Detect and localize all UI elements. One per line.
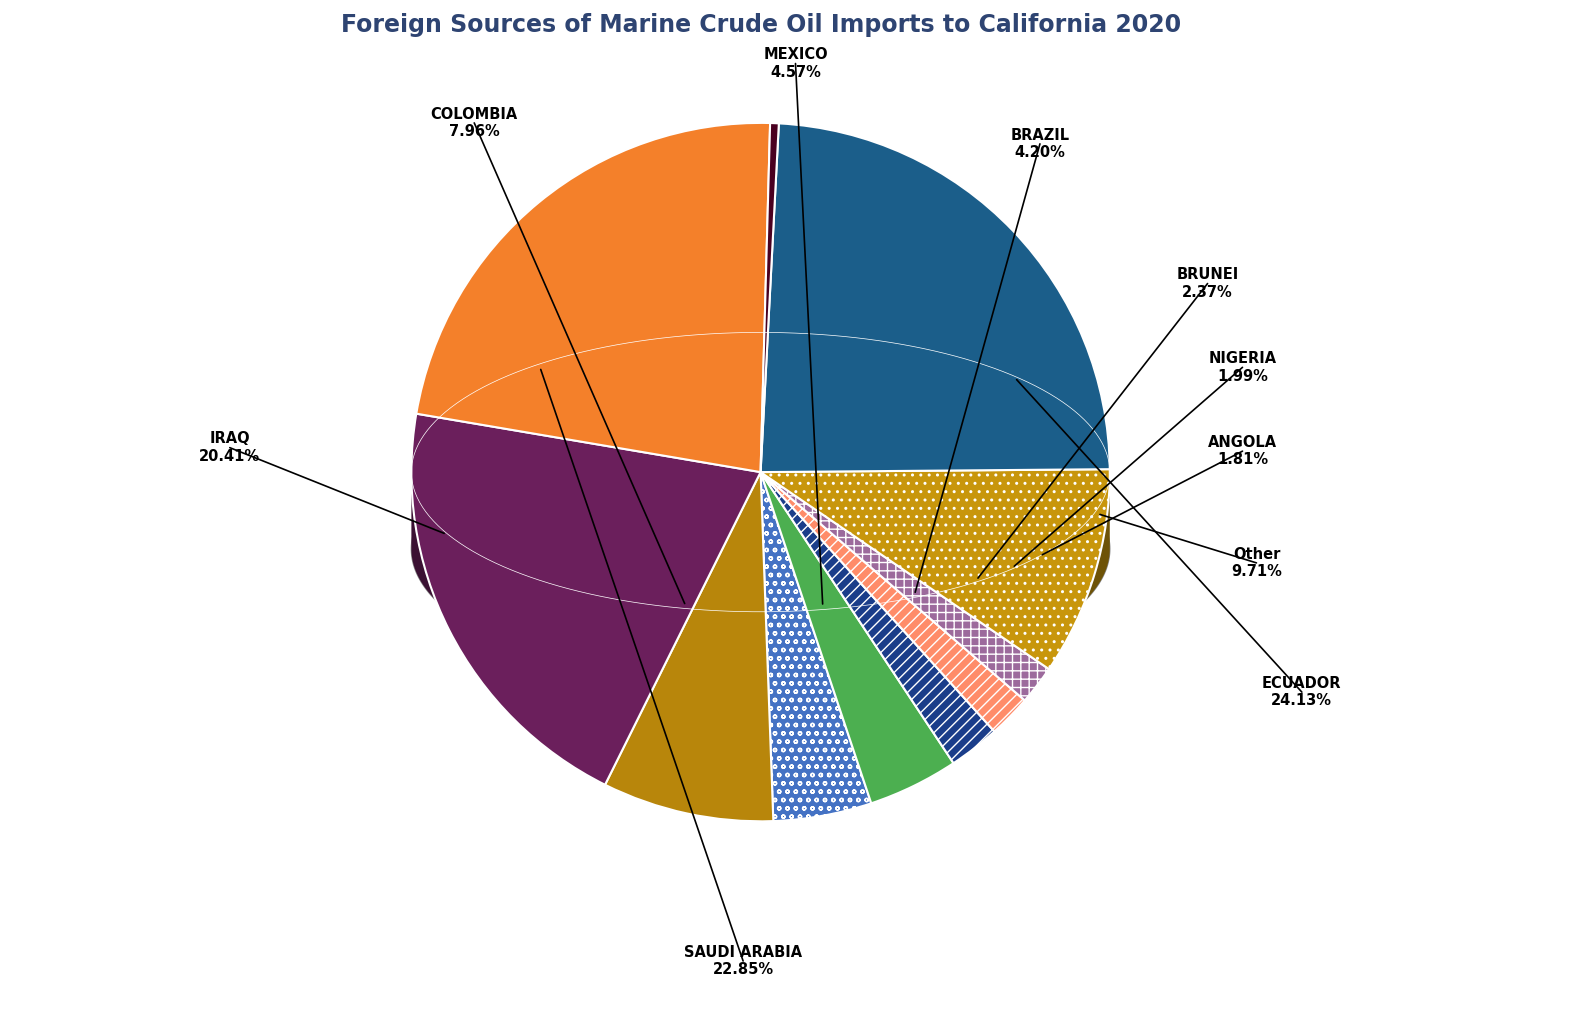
Polygon shape xyxy=(412,409,1111,688)
Polygon shape xyxy=(412,473,605,674)
Polygon shape xyxy=(760,472,953,666)
Wedge shape xyxy=(760,472,872,821)
Text: SAUDI ARABIA
22.85%: SAUDI ARABIA 22.85% xyxy=(684,945,802,977)
Text: ECUADOR
24.13%: ECUADOR 24.13% xyxy=(1262,676,1341,708)
Text: BRAZIL
4.20%: BRAZIL 4.20% xyxy=(1010,127,1069,160)
Wedge shape xyxy=(412,414,760,785)
Wedge shape xyxy=(605,472,773,822)
Polygon shape xyxy=(760,472,994,653)
Polygon shape xyxy=(760,472,1048,627)
Text: MEXICO
4.57%: MEXICO 4.57% xyxy=(764,48,827,80)
Polygon shape xyxy=(994,563,1025,653)
Polygon shape xyxy=(760,472,773,688)
Text: Other
9.71%: Other 9.71% xyxy=(1231,546,1282,580)
Polygon shape xyxy=(760,472,953,666)
Polygon shape xyxy=(760,472,1025,641)
Wedge shape xyxy=(760,472,1048,701)
Text: NIGERIA
1.99%: NIGERIA 1.99% xyxy=(1209,351,1276,384)
Polygon shape xyxy=(760,472,994,653)
Wedge shape xyxy=(760,472,1025,732)
Wedge shape xyxy=(760,472,994,763)
Polygon shape xyxy=(1048,473,1111,627)
Wedge shape xyxy=(417,123,770,472)
Polygon shape xyxy=(760,472,1025,641)
Polygon shape xyxy=(760,472,773,688)
Text: ANGOLA
1.81%: ANGOLA 1.81% xyxy=(1208,435,1278,468)
Wedge shape xyxy=(760,123,1111,472)
Text: IRAQ
20.41%: IRAQ 20.41% xyxy=(199,432,261,464)
Polygon shape xyxy=(605,472,760,674)
Wedge shape xyxy=(760,469,1111,669)
Polygon shape xyxy=(760,472,872,681)
Text: COLOMBIA
7.96%: COLOMBIA 7.96% xyxy=(431,107,517,139)
Wedge shape xyxy=(760,472,953,803)
Polygon shape xyxy=(1025,551,1048,641)
Text: BRUNEI
2.37%: BRUNEI 2.37% xyxy=(1176,267,1239,300)
Polygon shape xyxy=(760,472,872,681)
Polygon shape xyxy=(953,575,994,666)
Wedge shape xyxy=(760,123,780,472)
Polygon shape xyxy=(605,597,773,688)
Polygon shape xyxy=(605,472,760,674)
Text: Foreign Sources of Marine Crude Oil Imports to California 2020: Foreign Sources of Marine Crude Oil Impo… xyxy=(340,13,1181,37)
Polygon shape xyxy=(760,472,1048,627)
Polygon shape xyxy=(773,604,872,688)
Polygon shape xyxy=(872,589,953,681)
